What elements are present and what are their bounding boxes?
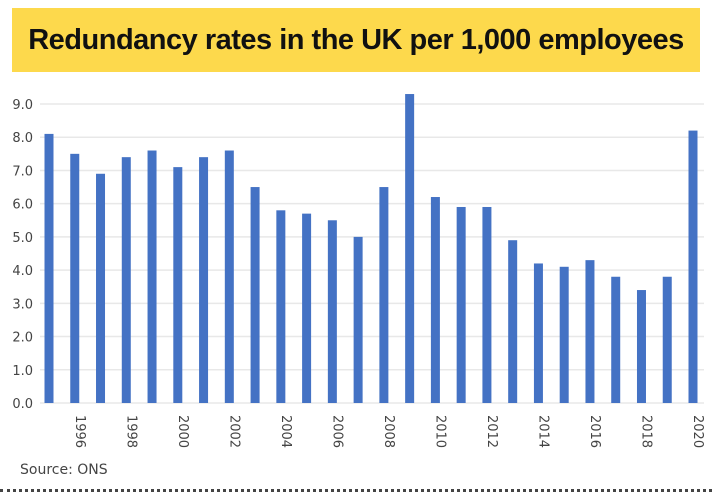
bar-2018	[636, 290, 646, 403]
y-tick-label: 1.0	[12, 364, 33, 379]
bar-2009	[405, 94, 415, 404]
x-tick-label: 1998	[123, 415, 138, 448]
y-tick-label: 5.0	[12, 231, 33, 246]
bar-2011	[456, 206, 466, 403]
bar-2003	[250, 187, 260, 403]
source-note: Source: ONS	[20, 462, 108, 478]
bar-2006	[327, 220, 337, 403]
y-tick-label: 3.0	[12, 297, 33, 312]
y-tick-label: 4.0	[12, 264, 33, 279]
bar-1998	[121, 157, 131, 403]
x-tick-label: 2006	[329, 415, 344, 448]
x-axis-ticks: 1996 1998 2000 2002 2004 2006 2008 2010 2012 2014…	[72, 415, 705, 448]
bar-2002	[224, 150, 234, 403]
title-banner: Redundancy rates in the UK per 1,000 emp…	[12, 8, 700, 72]
x-tick-label: 2002	[226, 415, 241, 448]
bar-2000	[173, 167, 183, 403]
y-tick-label: 7.0	[12, 164, 33, 179]
x-tick-label: 2008	[381, 415, 396, 448]
bar-2008	[379, 187, 389, 403]
y-tick-label: 9.0	[12, 98, 33, 113]
bar-2017	[611, 276, 621, 403]
bar-2016	[585, 260, 595, 403]
y-tick-label: 6.0	[12, 198, 33, 213]
bar-1995	[44, 133, 54, 403]
bar-2004	[276, 210, 286, 403]
x-tick-label: 2010	[432, 415, 447, 448]
x-tick-label: 2018	[639, 415, 654, 448]
x-tick-label: 2012	[484, 415, 499, 448]
bar-2015	[559, 266, 569, 403]
x-tick-label: 2014	[535, 415, 550, 448]
x-tick-label: 2016	[587, 415, 602, 448]
bar-1997	[96, 173, 106, 403]
chart-title: Redundancy rates in the UK per 1,000 emp…	[28, 23, 684, 56]
bar-1999	[147, 150, 157, 403]
bar-2001	[199, 157, 209, 403]
bar-2014	[533, 263, 543, 403]
gridlines	[40, 103, 704, 404]
x-tick-label: 2000	[175, 415, 190, 448]
bar-2012	[482, 206, 492, 403]
y-tick-label: 2.0	[12, 331, 33, 346]
y-tick-label: 8.0	[12, 131, 33, 146]
x-tick-label: 2020	[690, 415, 705, 448]
bar-2005	[302, 213, 312, 403]
y-tick-label: 0.0	[12, 397, 33, 412]
bar-2007	[353, 236, 363, 403]
y-axis-ticks: 0.0 1.0 2.0 3.0 4.0 5.0 6.0 7.0 8.0 9.0	[12, 98, 33, 412]
bar-2019	[662, 276, 672, 403]
x-tick-label: 1996	[72, 415, 87, 448]
bar-2020	[688, 130, 698, 404]
bars	[44, 94, 698, 404]
bar-2010	[430, 197, 440, 403]
bar-1996	[70, 153, 80, 403]
dotted-divider	[0, 489, 712, 492]
x-tick-label: 2004	[278, 415, 293, 448]
bar-2013	[508, 240, 518, 403]
bar-chart: 0.0 1.0 2.0 3.0 4.0 5.0 6.0 7.0 8.0 9.0 1996 1998 2…	[12, 94, 705, 448]
